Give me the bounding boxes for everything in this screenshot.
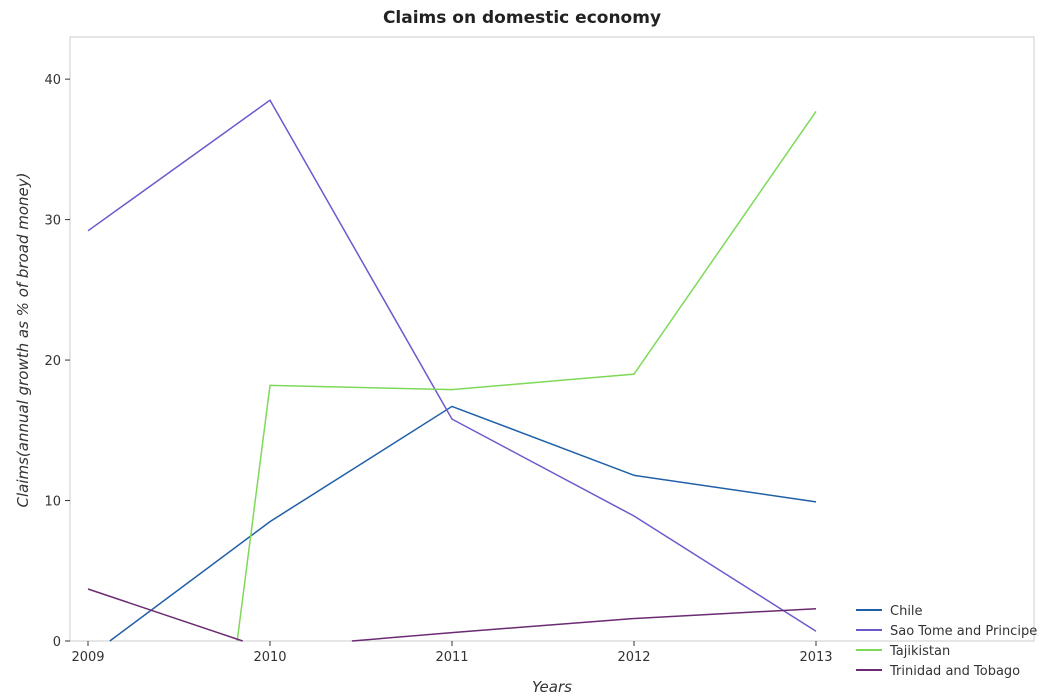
- x-tick-label: 2009: [71, 650, 104, 665]
- y-axis-ticks: 0 10 20 30 40: [44, 73, 70, 650]
- x-axis-label: Years: [532, 678, 572, 696]
- legend-label: Sao Tome and Principe: [890, 624, 1037, 639]
- y-tick-label: 0: [53, 635, 61, 650]
- x-tick-label: 2012: [617, 650, 650, 665]
- series-line-chile: [109, 405, 817, 642]
- y-tick-label: 40: [44, 73, 61, 88]
- x-axis-ticks: 2009 2010 2011 2012 2013: [71, 641, 833, 665]
- y-tick-label: 10: [44, 495, 61, 510]
- y-tick-label: 30: [44, 214, 61, 229]
- x-tick-label: 2013: [799, 650, 832, 665]
- chart-title: Claims on domestic economy: [382, 8, 662, 28]
- legend-label: Chile: [890, 604, 923, 619]
- plot-area: [69, 36, 1035, 642]
- legend-label: Trinidad and Tobago: [889, 664, 1020, 679]
- legend-label: Tajikistan: [889, 644, 950, 659]
- series-line-trinidad-and-tobago: [87, 588, 243, 642]
- series-line-tajikistan: [236, 110, 817, 642]
- series-lines: [87, 99, 817, 642]
- x-tick-label: 2010: [253, 650, 286, 665]
- series-line-trinidad-and-tobago: [351, 607, 817, 642]
- legend: Chile Sao Tome and Principe Tajikistan Trin…: [856, 604, 1037, 679]
- y-tick-label: 20: [44, 354, 61, 369]
- series-line-sao-tome-and-principe: [87, 99, 817, 632]
- y-axis-label: Claims(annual growth as % of broad money…: [14, 172, 32, 507]
- x-tick-label: 2011: [435, 650, 468, 665]
